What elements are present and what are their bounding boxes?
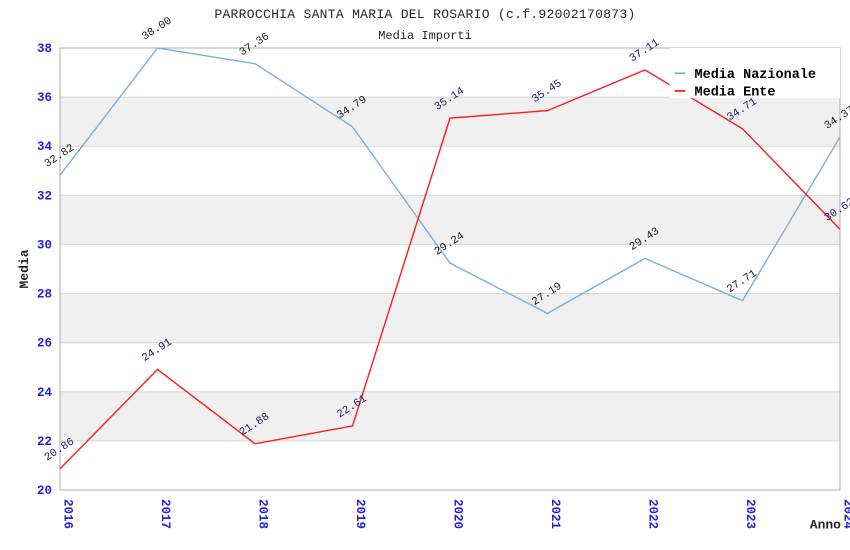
svg-text:2017: 2017 [158,499,172,529]
svg-text:22: 22 [37,435,52,449]
svg-text:Media Ente: Media Ente [695,86,776,101]
svg-text:32: 32 [37,189,52,203]
svg-text:Media Nazionale: Media Nazionale [695,68,817,83]
svg-text:2020: 2020 [451,499,465,529]
svg-text:2018: 2018 [256,499,270,529]
svg-text:2019: 2019 [353,499,367,529]
svg-text:34: 34 [37,140,53,154]
svg-text:38: 38 [37,42,52,56]
svg-text:2022: 2022 [646,499,660,529]
svg-text:36: 36 [37,91,52,105]
svg-text:Media: Media [17,249,32,288]
svg-text:28: 28 [37,288,52,302]
svg-text:27.71: 27.71 [725,268,760,296]
svg-text:24: 24 [37,386,53,400]
svg-text:2023: 2023 [743,499,757,529]
svg-text:2021: 2021 [548,499,562,529]
svg-text:20: 20 [37,484,52,498]
svg-text:2016: 2016 [61,499,75,529]
svg-text:Anno: Anno [810,518,841,533]
svg-text:30: 30 [37,238,52,252]
svg-text:2024: 2024 [841,499,850,530]
svg-text:26: 26 [37,337,52,351]
